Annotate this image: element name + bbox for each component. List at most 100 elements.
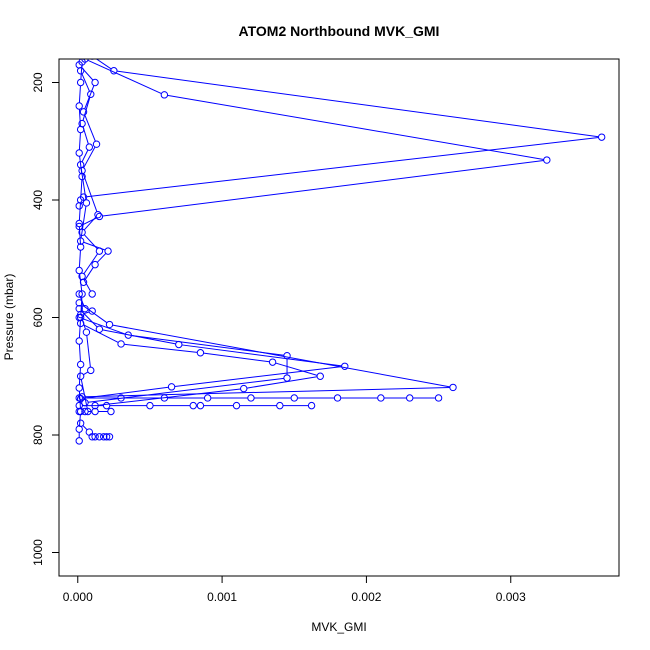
series-12: [76, 67, 112, 286]
series-segment: [112, 324, 450, 388]
data-point: [78, 290, 86, 298]
data-point: [196, 401, 205, 410]
series-4: [75, 304, 349, 403]
data-point: [82, 199, 91, 207]
series-segment: [124, 343, 198, 353]
series-segment: [83, 253, 99, 275]
series-segment: [82, 425, 88, 431]
series-9: [75, 407, 115, 416]
series-segment: [78, 367, 81, 385]
series-segment: [167, 94, 544, 161]
data-point: [406, 394, 414, 402]
series-segment: [82, 97, 91, 121]
y-tick-label: 1000: [31, 539, 45, 566]
data-point: [87, 90, 95, 98]
data-point: [105, 320, 114, 329]
data-point: [543, 156, 551, 164]
data-point: [377, 394, 385, 402]
data-point: [276, 401, 284, 410]
data-point: [597, 133, 606, 141]
series-7: [75, 394, 443, 402]
series-segment: [203, 352, 270, 363]
data-point: [76, 67, 85, 75]
data-point: [76, 78, 85, 87]
data-point: [87, 366, 95, 375]
series-segment: [80, 206, 87, 239]
data-point: [247, 394, 255, 402]
data-point: [91, 260, 99, 269]
data-point: [85, 428, 94, 436]
series-10: [76, 419, 114, 441]
series-segment: [83, 324, 119, 343]
data-point: [76, 419, 85, 427]
series-layer: [75, 59, 606, 445]
data-point: [333, 394, 342, 402]
x-axis: 0.000 0.001 0.002 0.003: [63, 575, 526, 604]
data-point: [290, 394, 298, 402]
data-point: [84, 407, 92, 416]
data-point: [82, 328, 91, 336]
data-point: [75, 425, 83, 433]
data-point: [75, 437, 83, 445]
data-point: [307, 401, 316, 410]
x-tick-label: 0.000: [63, 590, 93, 604]
data-point: [91, 78, 99, 87]
data-point: [283, 374, 291, 382]
series-segment: [102, 159, 544, 217]
data-point: [81, 59, 89, 63]
series-6: [76, 319, 324, 410]
data-point: [449, 383, 457, 392]
series-segment: [116, 70, 599, 138]
y-tick-label: 200: [31, 72, 45, 92]
series-segment: [275, 362, 318, 376]
series-segment: [84, 114, 96, 142]
data-point: [75, 401, 83, 410]
data-point: [78, 119, 86, 128]
data-point: [94, 210, 102, 219]
series-segment: [86, 137, 599, 198]
series-segment: [83, 311, 90, 315]
series-segment: [81, 149, 89, 163]
data-point: [88, 307, 96, 315]
data-point: [102, 433, 111, 441]
data-point: [232, 401, 241, 410]
data-point: [92, 140, 101, 148]
data-point: [76, 372, 85, 380]
series-segment: [83, 386, 169, 399]
data-point: [81, 304, 89, 313]
series-segment: [84, 267, 94, 280]
data-point: [283, 351, 291, 360]
data-point: [79, 193, 88, 201]
series-segment: [131, 335, 284, 356]
data-point: [240, 384, 248, 393]
data-point: [76, 310, 85, 319]
data-point: [75, 290, 83, 298]
series-segment: [80, 379, 88, 409]
data-point: [89, 59, 95, 60]
series-segment: [83, 146, 96, 169]
data-point: [76, 243, 85, 251]
plot-frame: [58, 58, 620, 577]
y-tick-label: 400: [31, 190, 45, 210]
data-point: [160, 91, 169, 99]
x-axis-label: MVK_GMI: [311, 620, 366, 634]
data-point: [104, 247, 112, 255]
data-point: [316, 372, 324, 380]
series-8: [75, 401, 316, 410]
data-point: [75, 219, 83, 228]
series-segment: [78, 344, 81, 362]
series-segment: [86, 335, 91, 368]
data-point: [100, 433, 108, 441]
series-segment: [78, 203, 81, 221]
series-segment: [85, 386, 450, 398]
data-point: [91, 433, 99, 441]
x-tick-label: 0.003: [496, 590, 526, 604]
data-point: [117, 340, 125, 348]
series-segment: [80, 167, 87, 200]
series-segment: [83, 278, 92, 292]
data-point: [203, 394, 212, 402]
series-segment: [81, 317, 86, 330]
x-tick-label: 0.002: [351, 590, 381, 604]
series-segment: [98, 388, 241, 406]
series-segment: [78, 250, 81, 268]
